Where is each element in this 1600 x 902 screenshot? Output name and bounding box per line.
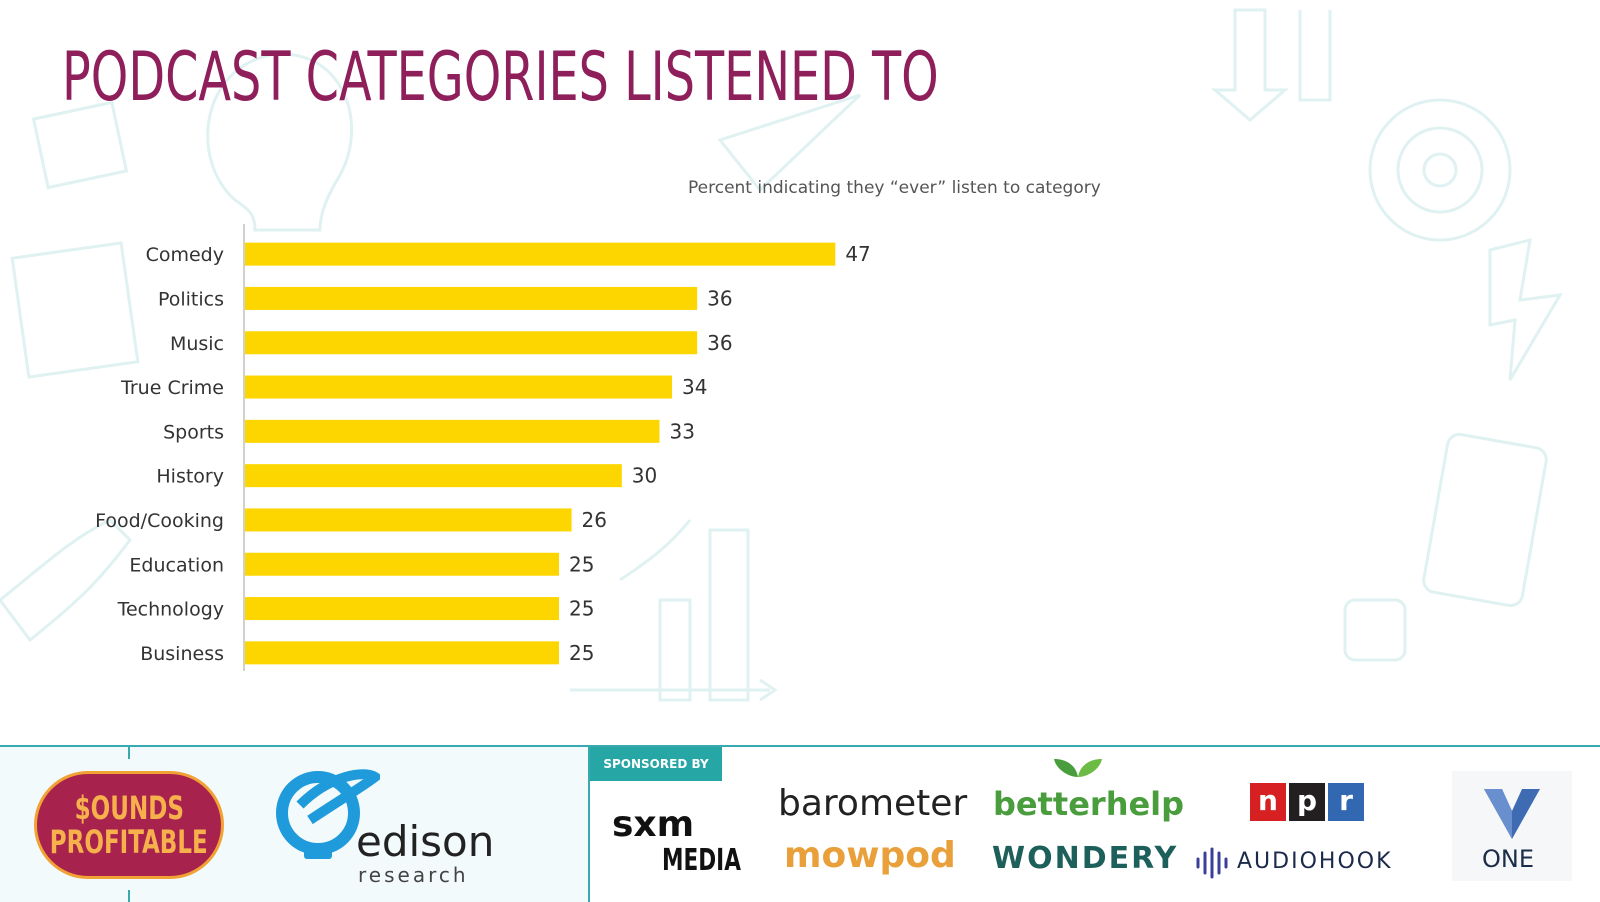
data-label: 33 [669,419,694,443]
bar [245,286,698,310]
category-label: Music [170,333,224,355]
bar [245,242,836,266]
category-label: Education [129,554,224,576]
edison-research-logo: edison research [270,765,500,887]
divider-tick-bottom [128,890,130,902]
category-label: True Crime [120,377,224,399]
bar [245,552,559,576]
audiohook-logo: AUDIOHOOK [1237,849,1393,874]
chart-subtitle: Percent indicating they “ever” listen to… [688,178,1101,198]
category-label: Politics [158,288,224,310]
data-label: 25 [569,552,594,576]
bar [245,597,559,621]
category-label: Business [140,643,224,665]
bar [245,464,622,488]
npr-letter-r: r [1328,783,1364,821]
mowpod-logo: mowpod [784,835,956,876]
betterhelp-logo: betterhelp [993,785,1185,823]
data-label: 36 [707,331,732,355]
sxm-logo-bottom: MEDIA [662,843,741,878]
wondery-logo: WONDERY [992,841,1179,876]
bar [245,641,559,665]
data-label: 25 [569,597,594,621]
edison-bulb-icon [276,769,380,859]
data-label: 25 [569,641,594,665]
category-label: Sports [163,421,224,443]
audiohook-waveform-icon [1196,847,1228,879]
page-title: PODCAST CATEGORIES LISTENED TO [62,38,939,117]
bar [245,508,572,532]
sponsored-by-badge: SPONSORED BY [590,747,722,781]
barometer-logo: barometer [778,783,968,824]
category-label: History [156,466,224,488]
bar [245,375,673,399]
data-label: 30 [632,464,657,488]
divider-tick-top [128,747,130,759]
edison-subword: research [358,863,469,887]
bar [245,331,698,355]
sounds-logo-top: $OUNDS [74,789,184,827]
data-label: 36 [707,286,732,310]
sounds-profitable-logo: $OUNDS PROFITABLE [34,771,224,879]
edison-wordmark: edison [356,817,495,866]
one-wordmark: ONE [1482,845,1535,873]
category-label: Food/Cooking [95,510,224,532]
bar [245,419,660,443]
background-doodles [0,8,1563,702]
data-label: 47 [845,242,870,266]
data-label: 26 [582,508,607,532]
category-label: Comedy [146,244,224,266]
data-label: 34 [682,375,707,399]
footer-divider [588,747,590,902]
betterhelp-leaf-icon [1054,759,1102,777]
npr-logo: n p r [1250,783,1364,821]
npr-letter-n: n [1250,783,1286,821]
npr-letter-p: p [1289,783,1325,821]
category-label: Technology [117,599,224,621]
footer: $OUNDS PROFITABLE edison research SPONSO… [0,745,1600,902]
sxm-logo-top: sxm [612,804,695,845]
footer-left-panel: $OUNDS PROFITABLE edison research [0,747,588,902]
sounds-logo-bottom: PROFITABLE [50,823,208,861]
one-chevron-icon [1484,789,1540,839]
one-logo: ONE [1452,771,1572,881]
bar-chart: Comedy 47 Politics 36 Music 36 True Crime 34 Spo… [95,224,871,671]
